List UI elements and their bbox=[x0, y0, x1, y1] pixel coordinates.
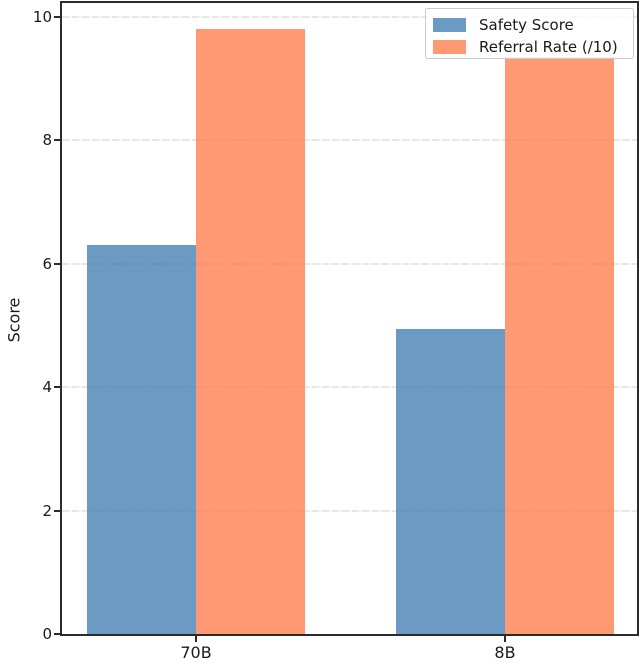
gridline-y-4 bbox=[62, 386, 637, 389]
gridline-y-10 bbox=[62, 16, 637, 18]
y-tick-mark-4 bbox=[54, 386, 61, 389]
bar-70B-referral-rate-10- bbox=[196, 29, 305, 634]
gridline-y-2 bbox=[62, 509, 637, 512]
y-tick-label-6: 6 bbox=[42, 254, 52, 273]
legend-label-referral-rate: Referral Rate (/10) bbox=[479, 37, 618, 56]
y-tick-mark-8 bbox=[54, 139, 61, 142]
bar-70B-safety-score bbox=[87, 245, 196, 634]
x-tick-mark-8B bbox=[504, 636, 506, 642]
x-tick-label-8B: 8B bbox=[494, 643, 516, 662]
y-tick-mark-0 bbox=[54, 633, 61, 635]
plot-area bbox=[60, 1, 639, 636]
y-tick-mark-6 bbox=[54, 262, 61, 265]
bar-8B-safety-score bbox=[396, 328, 505, 634]
legend-item-safety-score: Safety Score bbox=[433, 15, 633, 34]
y-tick-label-4: 4 bbox=[42, 378, 52, 397]
x-tick-mark-70B bbox=[195, 636, 197, 642]
legend-item-referral-rate: Referral Rate (/10) bbox=[433, 37, 633, 56]
legend-swatch-safety-score-icon bbox=[433, 17, 466, 32]
y-axis-label: Score bbox=[4, 297, 24, 343]
x-tick-label-70B: 70B bbox=[180, 643, 212, 662]
gridline-y-6 bbox=[62, 262, 637, 265]
y-tick-label-0: 0 bbox=[42, 625, 52, 643]
y-tick-mark-2 bbox=[54, 509, 61, 512]
y-tick-label-8: 8 bbox=[42, 131, 52, 150]
legend-swatch-referral-rate-icon bbox=[433, 39, 466, 54]
y-tick-label-2: 2 bbox=[42, 501, 52, 520]
y-tick-label-10: 10 bbox=[32, 8, 52, 26]
gridline-y-8 bbox=[62, 139, 637, 142]
legend: Safety Score Referral Rate (/10) bbox=[425, 8, 634, 59]
y-tick-mark-10 bbox=[54, 16, 61, 18]
bar-8B-referral-rate-10- bbox=[505, 57, 614, 634]
legend-label-safety-score: Safety Score bbox=[479, 15, 574, 34]
